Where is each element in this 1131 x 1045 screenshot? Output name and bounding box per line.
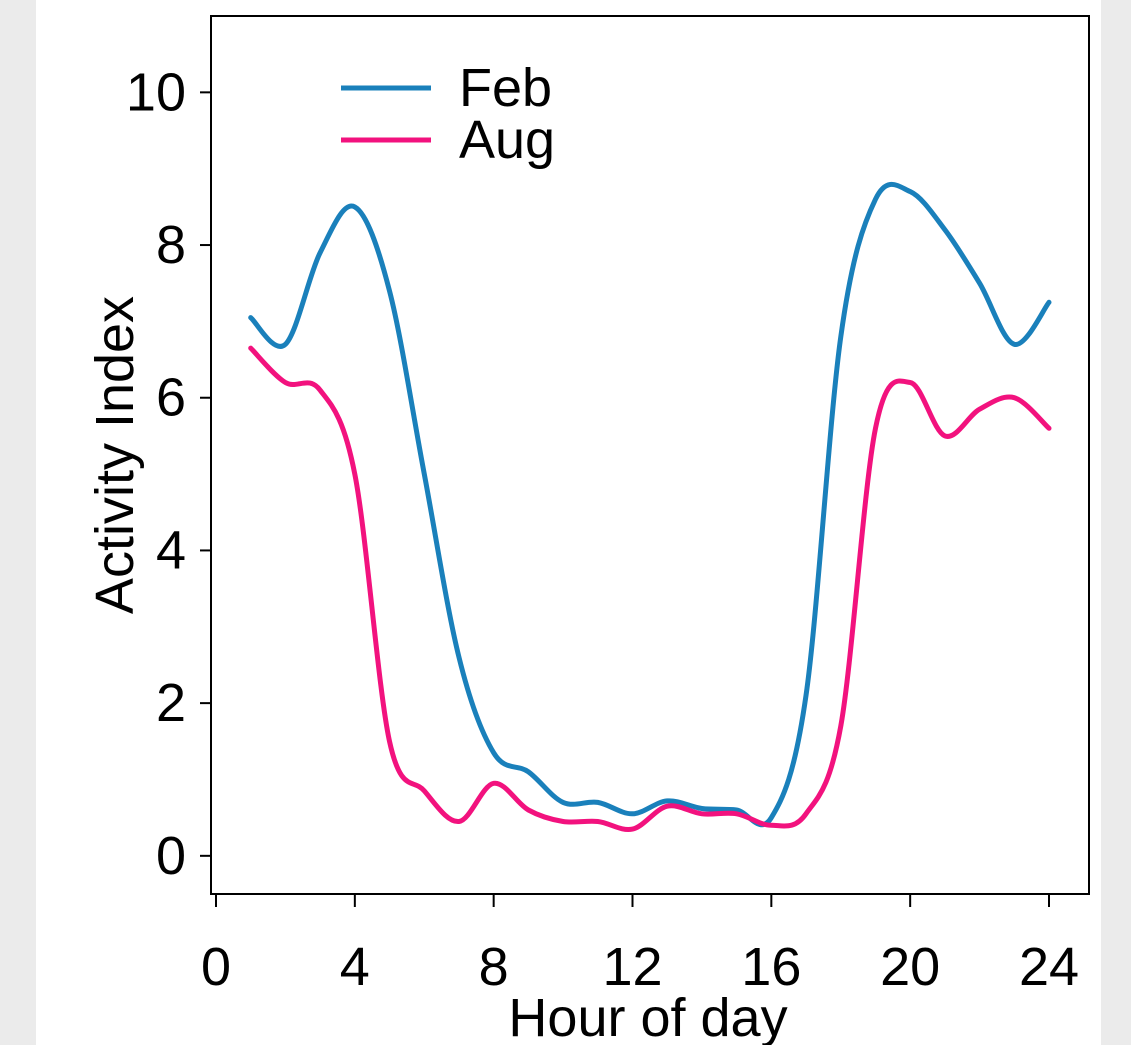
- y-tick-label: 8: [156, 215, 186, 275]
- chart-panel: 0 2 4 6 8 10 0 4 8 12 16 20 24 Feb Aug Activity Inde…: [36, 0, 1101, 1045]
- legend-label-aug: Aug: [459, 110, 555, 170]
- x-tick-label: 16: [741, 937, 801, 997]
- y-axis: 0 2 4 6 8 10: [126, 62, 211, 886]
- x-tick-label: 12: [602, 937, 662, 997]
- x-tick-label: 0: [201, 937, 231, 997]
- series-line-feb: [248, 181, 1052, 828]
- x-tick-label: 4: [340, 937, 370, 997]
- y-tick-label: 10: [126, 62, 186, 122]
- y-tick-label: 0: [156, 826, 186, 886]
- y-axis-label: Activity Index: [85, 296, 145, 614]
- x-tick-label: 24: [1019, 937, 1079, 997]
- y-tick-label: 2: [156, 673, 186, 733]
- x-axis-label: Hour of day: [508, 988, 787, 1045]
- legend-label-feb: Feb: [459, 58, 552, 118]
- plot-frame: [210, 15, 1090, 895]
- x-tick-label: 20: [880, 937, 940, 997]
- x-tick-label: 8: [479, 937, 509, 997]
- y-tick-label: 4: [156, 520, 186, 580]
- series-line-aug: [248, 345, 1052, 833]
- y-tick-label: 6: [156, 368, 186, 428]
- series-layer: [248, 181, 1052, 833]
- x-axis: 0 4 8 12 16 20 24: [201, 894, 1079, 997]
